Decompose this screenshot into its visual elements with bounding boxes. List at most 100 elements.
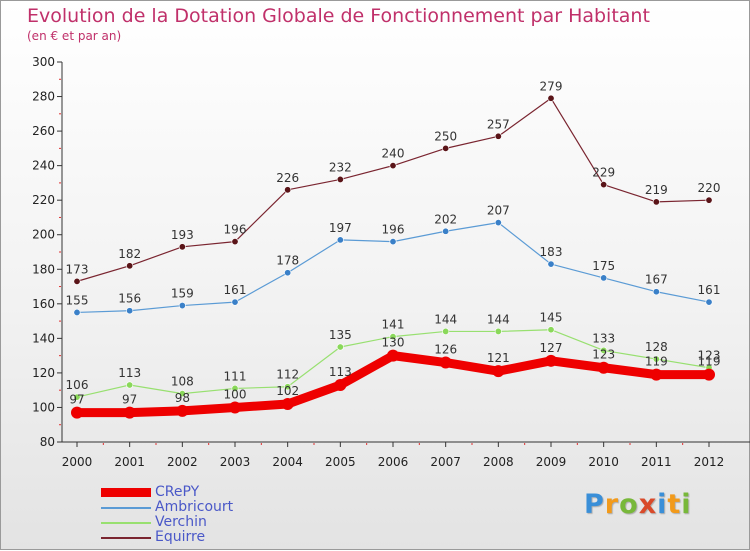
data-label-crepy: 113 bbox=[329, 365, 352, 379]
x-tick-label: 2006 bbox=[378, 455, 409, 469]
series-line-equirre bbox=[76, 97, 710, 282]
data-point-ambricourt bbox=[389, 238, 397, 246]
logo-letter: i bbox=[681, 489, 692, 520]
data-label-equirre: 240 bbox=[382, 147, 405, 161]
data-label-ambricourt: 161 bbox=[224, 283, 247, 297]
data-label-ambricourt: 156 bbox=[118, 292, 141, 306]
legend-label: Verchin bbox=[155, 514, 207, 530]
data-point-equirre bbox=[547, 94, 555, 102]
data-label-crepy: 97 bbox=[122, 393, 137, 407]
legend-label: CRePY bbox=[155, 484, 200, 500]
data-point-verchin bbox=[73, 393, 81, 401]
data-label-ambricourt: 159 bbox=[171, 287, 194, 301]
data-point-verchin bbox=[442, 327, 450, 335]
data-label-crepy: 121 bbox=[487, 351, 510, 365]
data-point-crepy bbox=[703, 368, 715, 381]
x-tick-label: 2012 bbox=[694, 455, 725, 469]
legend-swatch bbox=[101, 522, 151, 524]
data-point-verchin bbox=[600, 346, 608, 354]
data-label-crepy: 98 bbox=[175, 391, 190, 405]
data-label-crepy: 102 bbox=[276, 384, 299, 398]
y-tick-label: 140 bbox=[32, 331, 55, 345]
y-tick-label: 80 bbox=[40, 435, 55, 449]
data-point-equirre bbox=[494, 132, 502, 140]
data-point-crepy bbox=[229, 401, 241, 414]
data-label-equirre: 257 bbox=[487, 117, 510, 131]
data-label-ambricourt: 155 bbox=[66, 293, 89, 307]
y-tick-label: 100 bbox=[32, 400, 55, 414]
data-label-equirre: 229 bbox=[592, 166, 615, 180]
x-tick-label: 2009 bbox=[536, 455, 567, 469]
data-point-ambricourt bbox=[73, 308, 81, 316]
data-label-equirre: 193 bbox=[171, 228, 194, 242]
data-label-crepy: 127 bbox=[540, 341, 563, 355]
data-label-verchin: 133 bbox=[592, 331, 615, 345]
data-label-equirre: 219 bbox=[645, 183, 668, 197]
proxiti-logo: Proxiti bbox=[584, 489, 692, 520]
data-label-ambricourt: 178 bbox=[276, 254, 299, 268]
y-tick-label: 220 bbox=[32, 193, 55, 207]
data-point-verchin bbox=[231, 384, 239, 392]
x-tick-label: 2011 bbox=[641, 455, 672, 469]
data-label-ambricourt: 161 bbox=[698, 283, 721, 297]
y-tick-label: 300 bbox=[32, 55, 55, 69]
data-point-crepy bbox=[334, 379, 347, 391]
y-tick-label: 200 bbox=[32, 228, 55, 242]
data-point-equirre bbox=[284, 186, 292, 194]
y-tick-label: 260 bbox=[32, 124, 55, 138]
data-point-crepy bbox=[176, 404, 189, 417]
data-point-equirre bbox=[652, 198, 660, 206]
data-label-crepy: 130 bbox=[382, 336, 405, 350]
data-label-verchin: 106 bbox=[66, 378, 89, 392]
data-point-ambricourt bbox=[705, 298, 713, 306]
data-point-crepy bbox=[545, 354, 557, 367]
y-tick-label: 240 bbox=[32, 159, 55, 173]
y-tick-label: 180 bbox=[32, 262, 55, 276]
x-tick-label: 2000 bbox=[62, 455, 93, 469]
data-label-crepy: 123 bbox=[592, 348, 615, 362]
data-point-verchin bbox=[126, 381, 134, 389]
data-label-ambricourt: 183 bbox=[540, 245, 563, 259]
legend-label: Ambricourt bbox=[155, 499, 234, 515]
data-label-verchin: 144 bbox=[434, 312, 457, 326]
data-point-ambricourt bbox=[442, 227, 450, 235]
data-label-equirre: 220 bbox=[698, 181, 721, 195]
data-point-ambricourt bbox=[126, 307, 134, 315]
data-point-ambricourt bbox=[652, 288, 660, 296]
x-tick-label: 2010 bbox=[588, 455, 619, 469]
x-tick-label: 2002 bbox=[167, 455, 198, 469]
data-label-verchin: 112 bbox=[276, 368, 299, 382]
chart-title: Evolution de la Dotation Globale de Fonc… bbox=[27, 5, 650, 27]
data-point-verchin bbox=[494, 327, 502, 335]
data-point-ambricourt bbox=[284, 269, 292, 277]
data-point-ambricourt bbox=[547, 260, 555, 268]
data-label-verchin: 111 bbox=[224, 369, 247, 383]
data-point-verchin bbox=[178, 390, 186, 398]
data-point-ambricourt bbox=[494, 219, 502, 227]
data-label-verchin: 141 bbox=[382, 318, 405, 332]
x-tick-label: 2008 bbox=[483, 455, 514, 469]
data-point-equirre bbox=[178, 243, 186, 251]
data-label-equirre: 279 bbox=[540, 79, 563, 93]
data-point-equirre bbox=[126, 262, 134, 270]
data-label-crepy: 100 bbox=[224, 387, 247, 401]
x-tick-label: 2003 bbox=[220, 455, 251, 469]
data-point-equirre bbox=[231, 238, 239, 246]
data-label-ambricourt: 202 bbox=[434, 212, 457, 226]
logo-letter: P bbox=[584, 489, 605, 520]
y-tick-label: 280 bbox=[32, 90, 55, 104]
data-point-equirre bbox=[600, 181, 608, 189]
data-label-ambricourt: 175 bbox=[592, 259, 615, 273]
legend-swatch bbox=[101, 488, 151, 497]
data-point-verchin bbox=[389, 333, 397, 341]
data-label-verchin: 123 bbox=[698, 349, 721, 363]
data-label-ambricourt: 167 bbox=[645, 273, 668, 287]
data-point-verchin bbox=[284, 383, 292, 391]
data-label-verchin: 108 bbox=[171, 375, 194, 389]
logo-letter: r bbox=[604, 489, 620, 520]
data-point-crepy bbox=[71, 406, 83, 419]
data-label-crepy: 119 bbox=[698, 355, 721, 369]
x-tick-label: 2004 bbox=[272, 455, 303, 469]
